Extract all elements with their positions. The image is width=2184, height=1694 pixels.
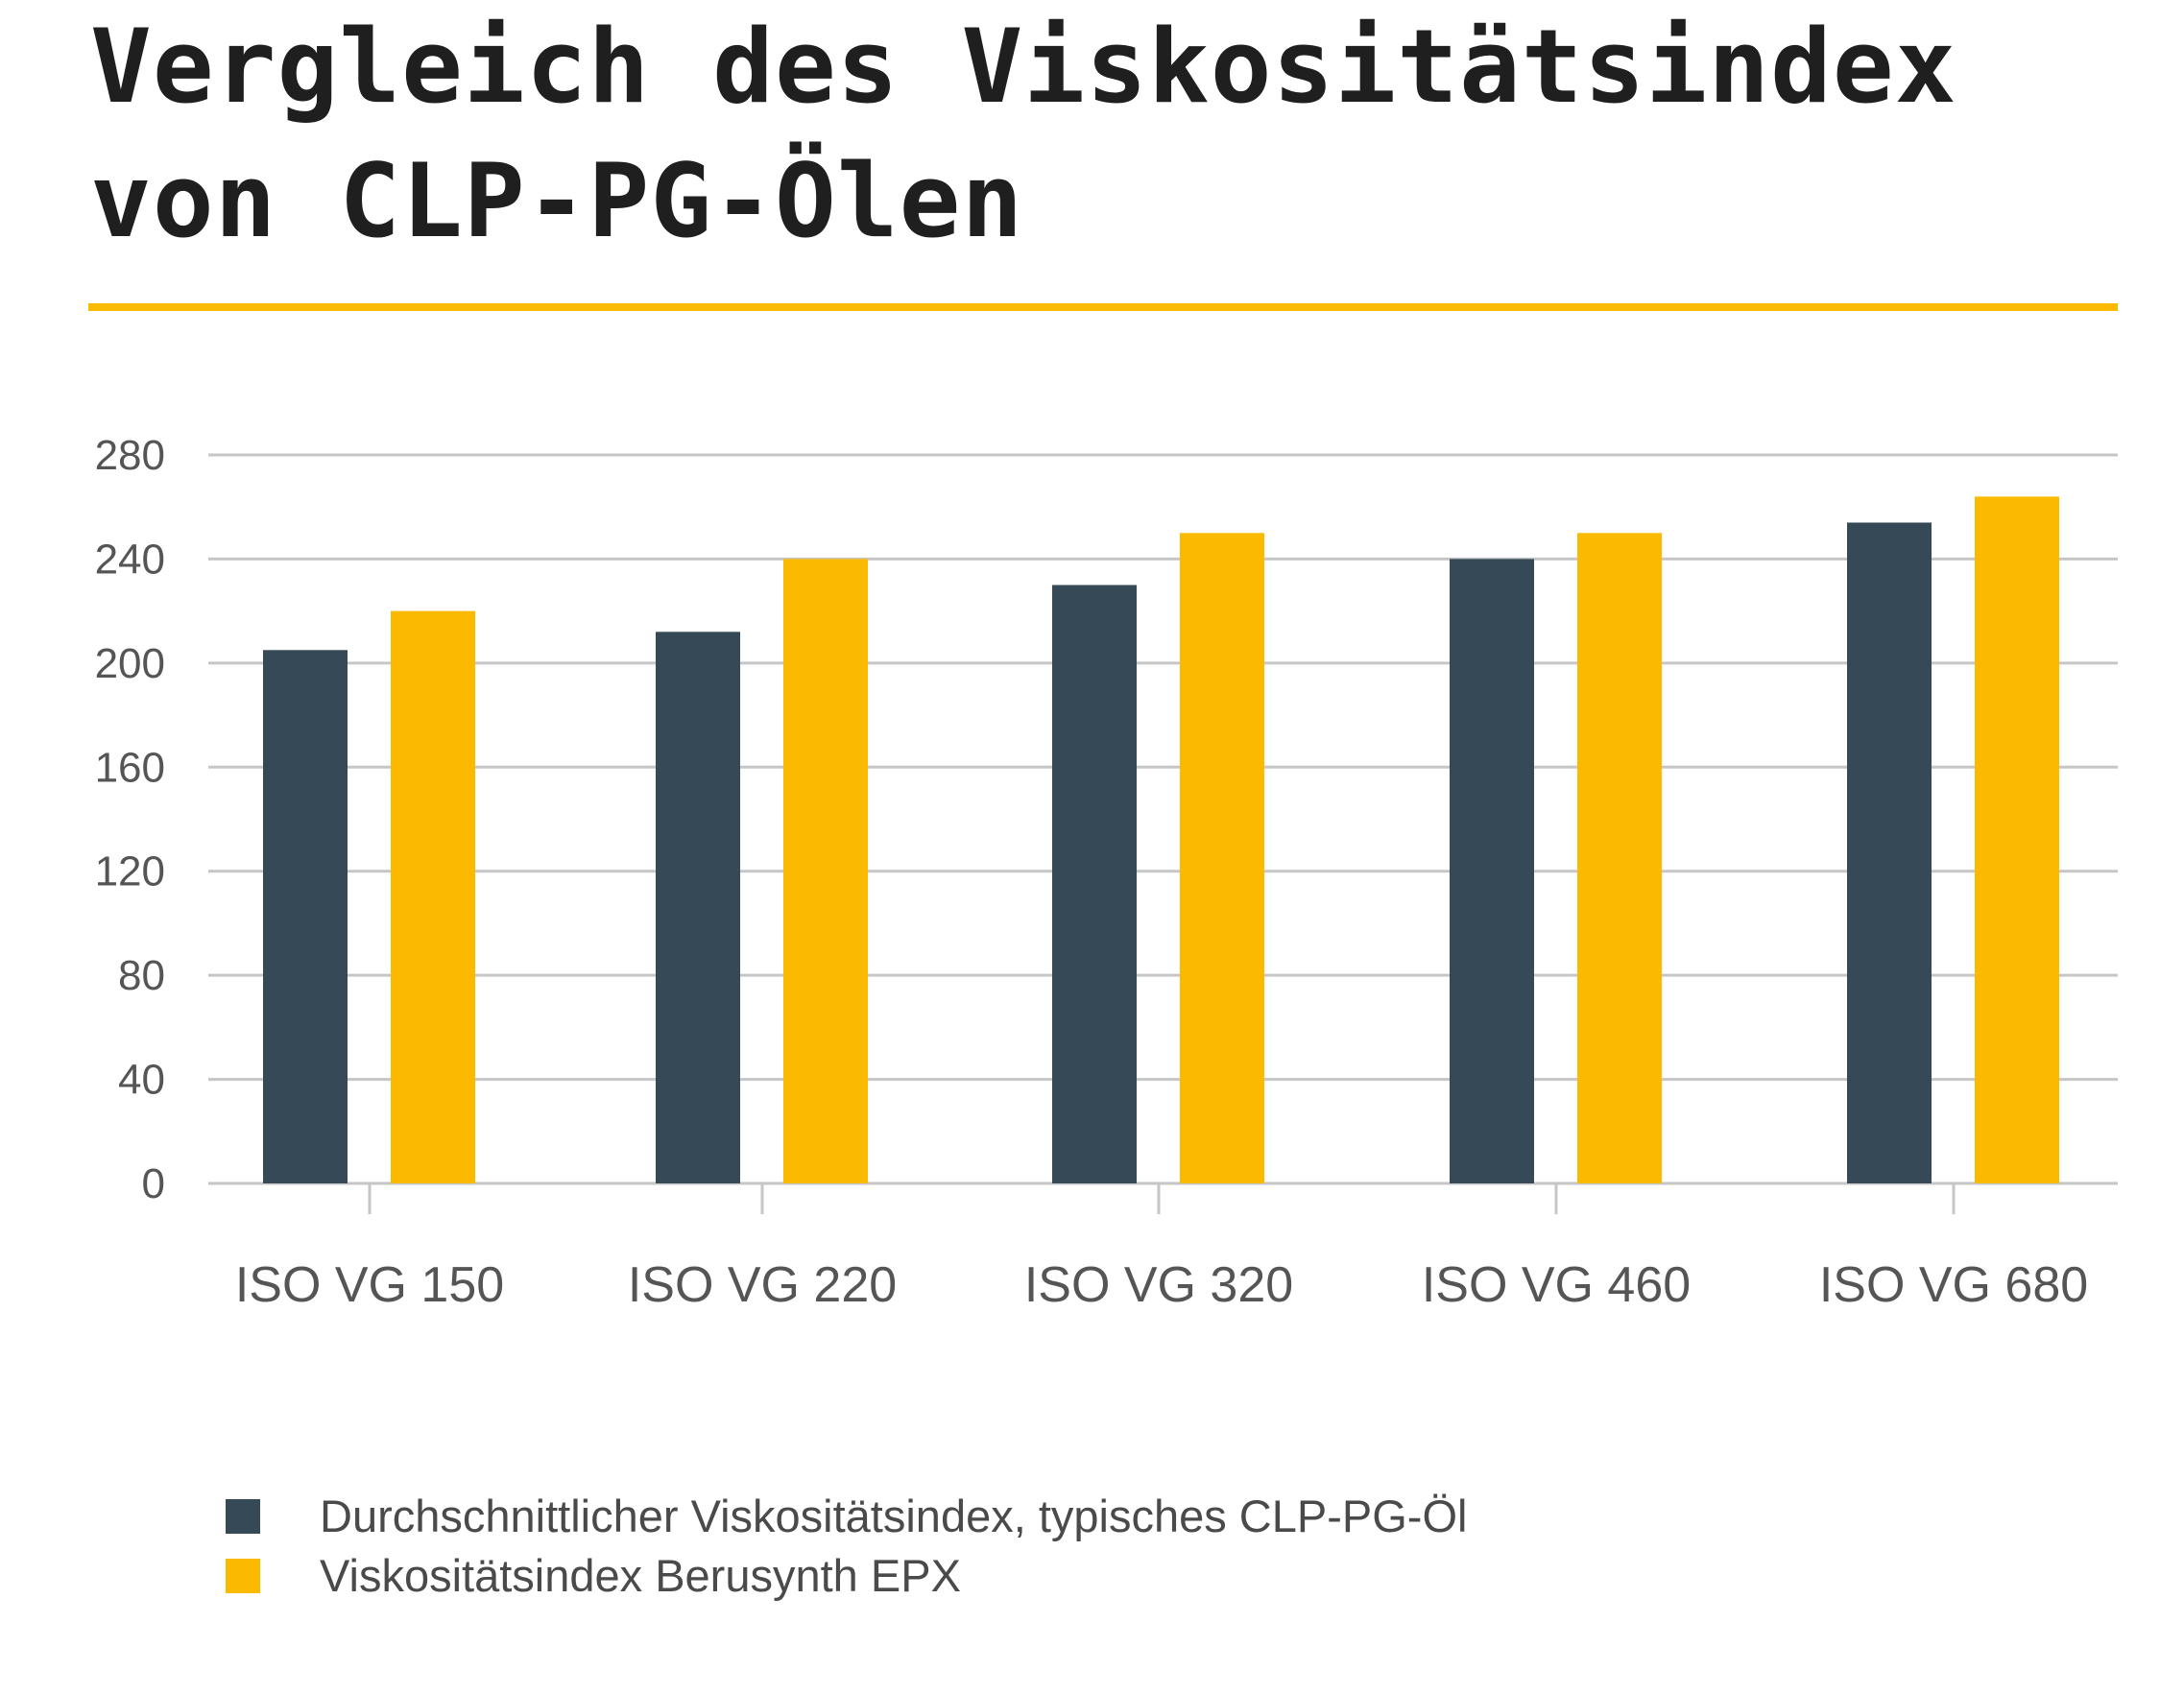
bar-1 [1052,585,1137,1183]
y-tick-label: 40 [118,1057,165,1104]
x-tick-label: ISO VG 220 [628,1257,897,1313]
bar-2 [1975,496,2059,1183]
y-tick-label: 200 [95,640,165,687]
bar-2 [783,559,868,1183]
x-tick-label: ISO VG 150 [235,1257,504,1313]
y-tick-label: 120 [95,848,165,895]
bar-2 [391,610,475,1183]
bar-1 [1450,559,1534,1183]
x-tick-label: ISO VG 460 [1422,1257,1691,1313]
bar-2 [1577,533,1662,1183]
y-tick-label: 0 [142,1160,165,1207]
y-tick-label: 280 [95,432,165,479]
bar-chart: 0 40 80 120 160 200 240 280 ISO VG 150 ISO VG 220… [95,432,2118,1313]
title-divider [88,303,2118,311]
chart-title: Vergleich des Viskositätsindex von CLP-P… [90,8,1957,260]
legend-label: Durchschnittlicher Viskositätsindex, typ… [320,1491,1468,1541]
x-tick-label: ISO VG 320 [1024,1257,1293,1313]
legend-swatch [226,1498,260,1534]
bar-1 [1847,522,1932,1183]
legend-swatch [226,1558,260,1593]
y-tick-label: 80 [118,952,165,999]
legend-label: Viskositätsindex Berusynth EPX [320,1550,961,1601]
bar-1 [656,632,740,1183]
x-tick-label: ISO VG 680 [1819,1257,2088,1313]
legend-item-series-1: Durchschnittlicher Viskositätsindex, typ… [226,1490,1467,1542]
bar-2 [1180,533,1264,1183]
y-tick-label: 240 [95,536,165,583]
legend-item-series-2: Viskositätsindex Berusynth EPX [226,1549,961,1602]
y-tick-label: 160 [95,744,165,791]
bar-1 [263,650,348,1183]
